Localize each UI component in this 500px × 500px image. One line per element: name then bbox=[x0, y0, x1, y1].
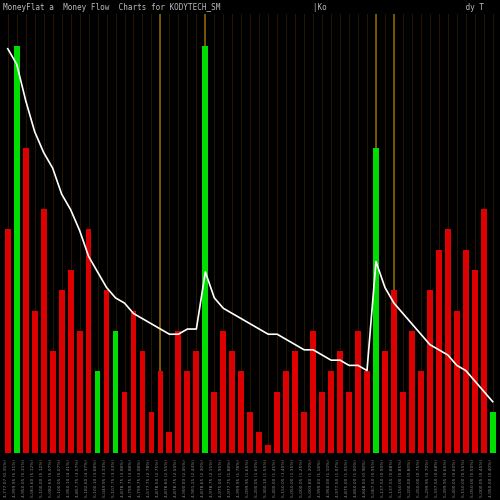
Bar bbox=[301, 412, 307, 453]
Bar bbox=[436, 250, 442, 452]
Bar bbox=[292, 351, 298, 452]
Bar bbox=[319, 392, 325, 452]
Text: MoneyFlat a  Money Flow  Charts for KODYTECH_SM                    |Ko          : MoneyFlat a Money Flow Charts for KODYTE… bbox=[4, 3, 484, 12]
Bar bbox=[112, 331, 118, 452]
Bar bbox=[220, 331, 226, 452]
Bar bbox=[337, 351, 343, 452]
Bar bbox=[364, 372, 370, 452]
Bar bbox=[373, 148, 379, 452]
Bar bbox=[266, 444, 271, 452]
Bar bbox=[5, 230, 10, 452]
Bar bbox=[310, 331, 316, 452]
Bar bbox=[481, 209, 486, 452]
Bar bbox=[41, 209, 46, 452]
Bar bbox=[355, 331, 361, 452]
Bar bbox=[346, 392, 352, 452]
Bar bbox=[472, 270, 478, 452]
Bar bbox=[445, 230, 450, 452]
Bar bbox=[328, 372, 334, 452]
Bar bbox=[94, 372, 100, 452]
Bar bbox=[230, 351, 235, 452]
Bar bbox=[68, 270, 73, 452]
Bar bbox=[50, 351, 56, 452]
Bar bbox=[32, 310, 38, 452]
Bar bbox=[176, 331, 182, 452]
Bar bbox=[418, 372, 424, 452]
Bar bbox=[427, 290, 433, 452]
Bar bbox=[158, 372, 164, 452]
Bar bbox=[76, 331, 82, 452]
Bar bbox=[454, 310, 460, 452]
Bar bbox=[166, 432, 172, 452]
Bar bbox=[463, 250, 468, 452]
Bar bbox=[86, 230, 91, 452]
Bar bbox=[104, 290, 110, 452]
Bar bbox=[409, 331, 415, 452]
Bar bbox=[184, 372, 190, 452]
Bar bbox=[382, 351, 388, 452]
Bar bbox=[391, 290, 397, 452]
Bar bbox=[256, 432, 262, 452]
Bar bbox=[274, 392, 280, 452]
Bar bbox=[58, 290, 64, 452]
Bar bbox=[130, 310, 136, 452]
Bar bbox=[212, 392, 217, 452]
Bar bbox=[14, 46, 20, 452]
Bar bbox=[140, 351, 145, 452]
Bar bbox=[238, 372, 244, 452]
Bar bbox=[23, 148, 28, 452]
Bar bbox=[194, 351, 200, 452]
Bar bbox=[202, 46, 208, 452]
Bar bbox=[248, 412, 253, 453]
Bar bbox=[400, 392, 406, 452]
Bar bbox=[148, 412, 154, 453]
Bar bbox=[122, 392, 128, 452]
Bar bbox=[490, 412, 496, 453]
Bar bbox=[283, 372, 289, 452]
